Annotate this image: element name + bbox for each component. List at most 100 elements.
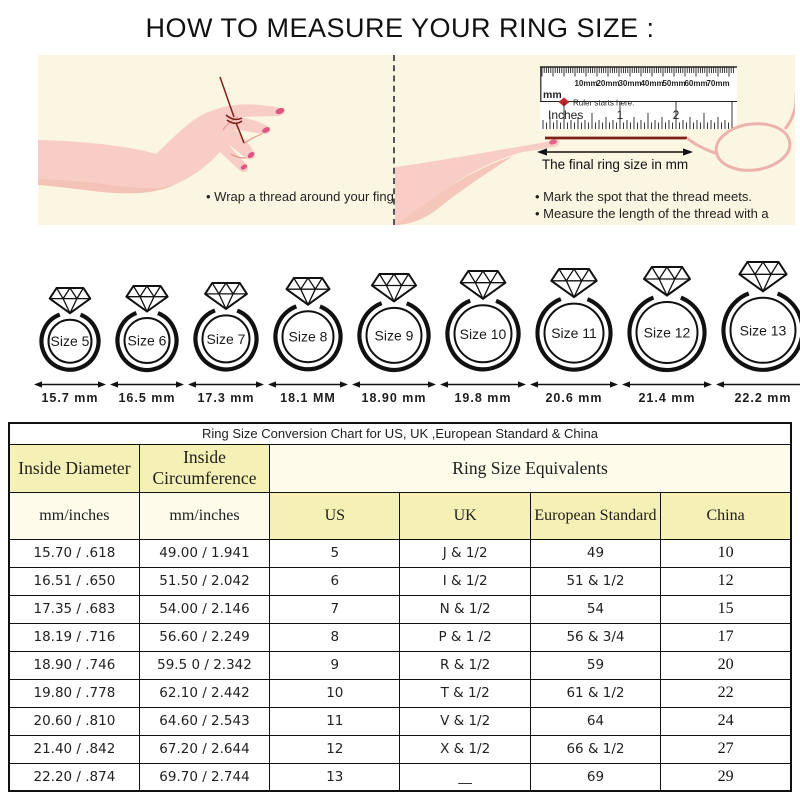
table-row: 17.35 / .683 54.00 / 2.146 7 N & 1/2 54 15 [8,594,792,624]
ruler-mm-label: 10mm [574,79,597,88]
nails [240,107,285,170]
ruler-mm-label: 50mm [662,79,685,88]
subheader-circumference-units: mm/inches [138,491,271,540]
table-cell: 67.20 / 2.644 [138,734,271,764]
table-cell: R & 1/2 [399,650,531,680]
table-row: 19.80 / .778 62.10 / 2.442 10 T & 1/2 61 & 1… [8,678,792,708]
ring-size-label: Size 8 [289,329,328,345]
table-cell: 64 [529,706,662,736]
ring-size-label: Size 13 [740,322,787,338]
diameter-arrow [268,381,348,388]
table-row: 22.20 / .874 69.70 / 2.744 13 __ 69 29 [8,762,792,792]
thread-loop [686,93,795,172]
table-cell: 56 & 3/4 [529,622,662,652]
diamond-icon [125,284,169,312]
table-cell: 10 [660,538,792,568]
finger-nail [549,139,557,145]
instruction-panels: • Wrap a thread around your finger 10mm 2… [38,55,795,225]
table-row: 20.60 / .810 64.60 / 2.543 11 V & 1/2 64 24 [8,706,792,736]
table-cell: 69 [529,762,662,792]
subheader-diameter-units: mm/inches [8,491,140,540]
table-cell: 15 [660,594,792,624]
ring-diagram: Size 12 [627,265,707,372]
table-cell: 6 [269,566,401,596]
table-cell: 16.51 / .650 [8,566,140,596]
ruler-mm-label: 30mm [618,79,641,88]
ring-size-row: Size 5 15.7 mm Size 6 16.5 mm Size 7 17.3 mm S… [0,245,800,405]
table-cell: 12 [269,734,401,764]
conversion-table: Ring Size Conversion Chart for US, UK ,E… [8,422,792,792]
ring-size-label: Size 6 [128,332,167,348]
diamond-icon [550,267,598,299]
diamond-icon [643,265,691,296]
final-size-label: The final ring size in mm [542,157,688,172]
table-cell: 27 [660,734,792,764]
subheader-china: China [660,491,792,540]
table-cell: 12 [660,566,792,596]
table-cell: P & 1 /2 [399,622,531,652]
table-cell: 19.80 / .778 [8,678,140,708]
ruler-mm-label: 40mm [640,79,663,88]
ruler-mm-label: 20mm [596,79,619,88]
subheader-uk: UK [399,491,531,540]
diameter-arrow [352,381,436,388]
mm-unit-label: mm [543,89,562,101]
ring-item: Size 5 15.7 mm [32,286,108,405]
table-cell: 22 [660,678,792,708]
ring-diagram: Size 10 [445,270,521,372]
ring-diagram: Size 6 [115,284,179,372]
diameter-arrow [110,381,184,388]
instruction-bullet: • Wrap a thread around your finger [206,189,395,204]
ring-item: Size 6 16.5 mm [108,284,186,405]
ruler-inch-ticks [542,102,733,129]
ring-item: Size 13 22.2 mm [714,260,800,405]
table-cell: 49 [529,538,662,568]
table-row: 18.90 / .746 59.5 0 / 2.342 9 R & 1/2 59 20 [8,650,792,680]
ring-diagram: Size 11 [535,267,613,372]
table-cell: 54.00 / 2.146 [138,594,271,624]
header-inside-circumference: Inside Circumference [138,443,271,493]
ring-diameter-mm: 21.4 mm [638,391,696,405]
instruction-bullets: • Mark the spot that the thread meets. •… [535,188,795,225]
table-cell: 20.60 / .810 [8,706,140,736]
table-cell: T & 1/2 [399,678,531,708]
diameter-arrow [188,381,264,388]
table-cell: 18.90 / .746 [8,650,140,680]
table-cell: 20 [660,650,792,680]
ring-diagram: Size 9 [357,272,431,372]
ring-diameter-mm: 16.5 mm [118,391,176,405]
ring-size-label: Size 7 [207,331,246,347]
table-cell: 9 [269,650,401,680]
ruler-mm-ticks [541,67,734,77]
table-cell: 13 [269,762,401,792]
instruction-bullet: • Mark the spot that the thread meets. [535,189,752,204]
table-cell: 24 [660,706,792,736]
table-cell: 49.00 / 1.941 [138,538,271,568]
diamond-icon [204,282,248,311]
header-ring-size-equivalents: Ring Size Equivalents [269,443,792,493]
diamond-icon [738,260,788,293]
page-title: HOW TO MEASURE YOUR RING SIZE : [145,13,655,43]
table-cell: __ [399,762,531,792]
table-cell: 62.10 / 2.442 [138,678,271,708]
ruler-mm-label: 70mm [706,79,729,88]
table-cell: V & 1/2 [399,706,531,736]
table-cell: 54 [529,594,662,624]
table-cell: 22.20 / .874 [8,762,140,792]
ring-size-arrow [537,148,693,156]
panel-measure-ruler: 10mm 20mm 30mm 40mm 50mm 60mm 70mm mm Ruler st… [395,55,795,225]
header-inside-diameter: Inside Diameter [8,443,140,493]
table-cell: 5 [269,538,401,568]
table-cell: 17 [660,622,792,652]
ring-item: Size 10 19.8 mm [438,270,528,405]
thread-on-finger [219,76,245,144]
table-cell: 69.70 / 2.744 [138,762,271,792]
table-cell: 10 [269,678,401,708]
ring-diagram: Size 7 [193,282,259,372]
table-cell: X & 1/2 [399,734,531,764]
ring-diameter-mm: 19.8 mm [454,391,512,405]
table-cell: 7 [269,594,401,624]
ring-size-label: Size 11 [551,325,597,341]
ring-diagram: Size 13 [721,260,800,372]
